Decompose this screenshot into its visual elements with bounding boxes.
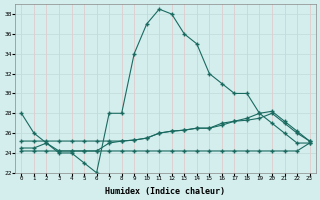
X-axis label: Humidex (Indice chaleur): Humidex (Indice chaleur) bbox=[106, 187, 226, 196]
